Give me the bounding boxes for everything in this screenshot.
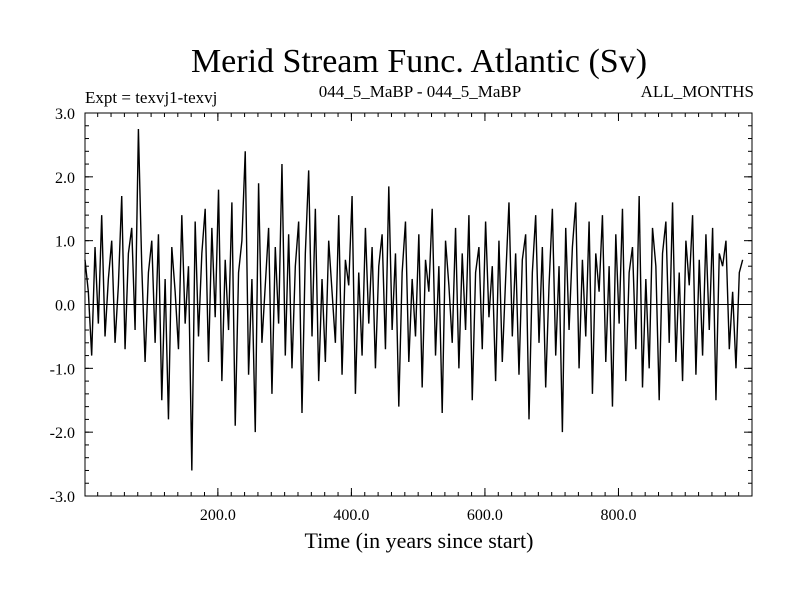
y-axis: 3.0 2.0 1.0 0.0 -1.0 -2.0 -3.0 bbox=[50, 106, 752, 506]
x-axis: 200.0 400.0 600.0 800.0 bbox=[97, 113, 740, 524]
x-tick-label: 400.0 bbox=[333, 507, 369, 524]
y-tick-label: -1.0 bbox=[50, 361, 75, 378]
subtitle-experiment: Expt = texvj1-texvj bbox=[85, 88, 217, 107]
y-tick-label: -3.0 bbox=[50, 489, 75, 506]
y-tick-label: 0.0 bbox=[55, 298, 75, 315]
y-tick-label: 1.0 bbox=[55, 234, 75, 251]
y-tick-label: -2.0 bbox=[50, 425, 75, 442]
x-tick-label: 200.0 bbox=[200, 507, 236, 524]
series-group bbox=[84, 128, 744, 471]
chart-title: Merid Stream Func. Atlantic (Sv) bbox=[191, 43, 647, 80]
subtitle-period: 044_5_MaBP - 044_5_MaBP bbox=[319, 82, 521, 101]
y-tick-label: 2.0 bbox=[55, 170, 75, 187]
subtitle-months: ALL_MONTHS bbox=[641, 82, 754, 101]
series-line bbox=[84, 128, 744, 471]
y-tick-label: 3.0 bbox=[55, 106, 75, 123]
x-tick-label: 600.0 bbox=[467, 507, 503, 524]
x-tick-label: 800.0 bbox=[600, 507, 636, 524]
x-axis-label: Time (in years since start) bbox=[305, 528, 534, 553]
